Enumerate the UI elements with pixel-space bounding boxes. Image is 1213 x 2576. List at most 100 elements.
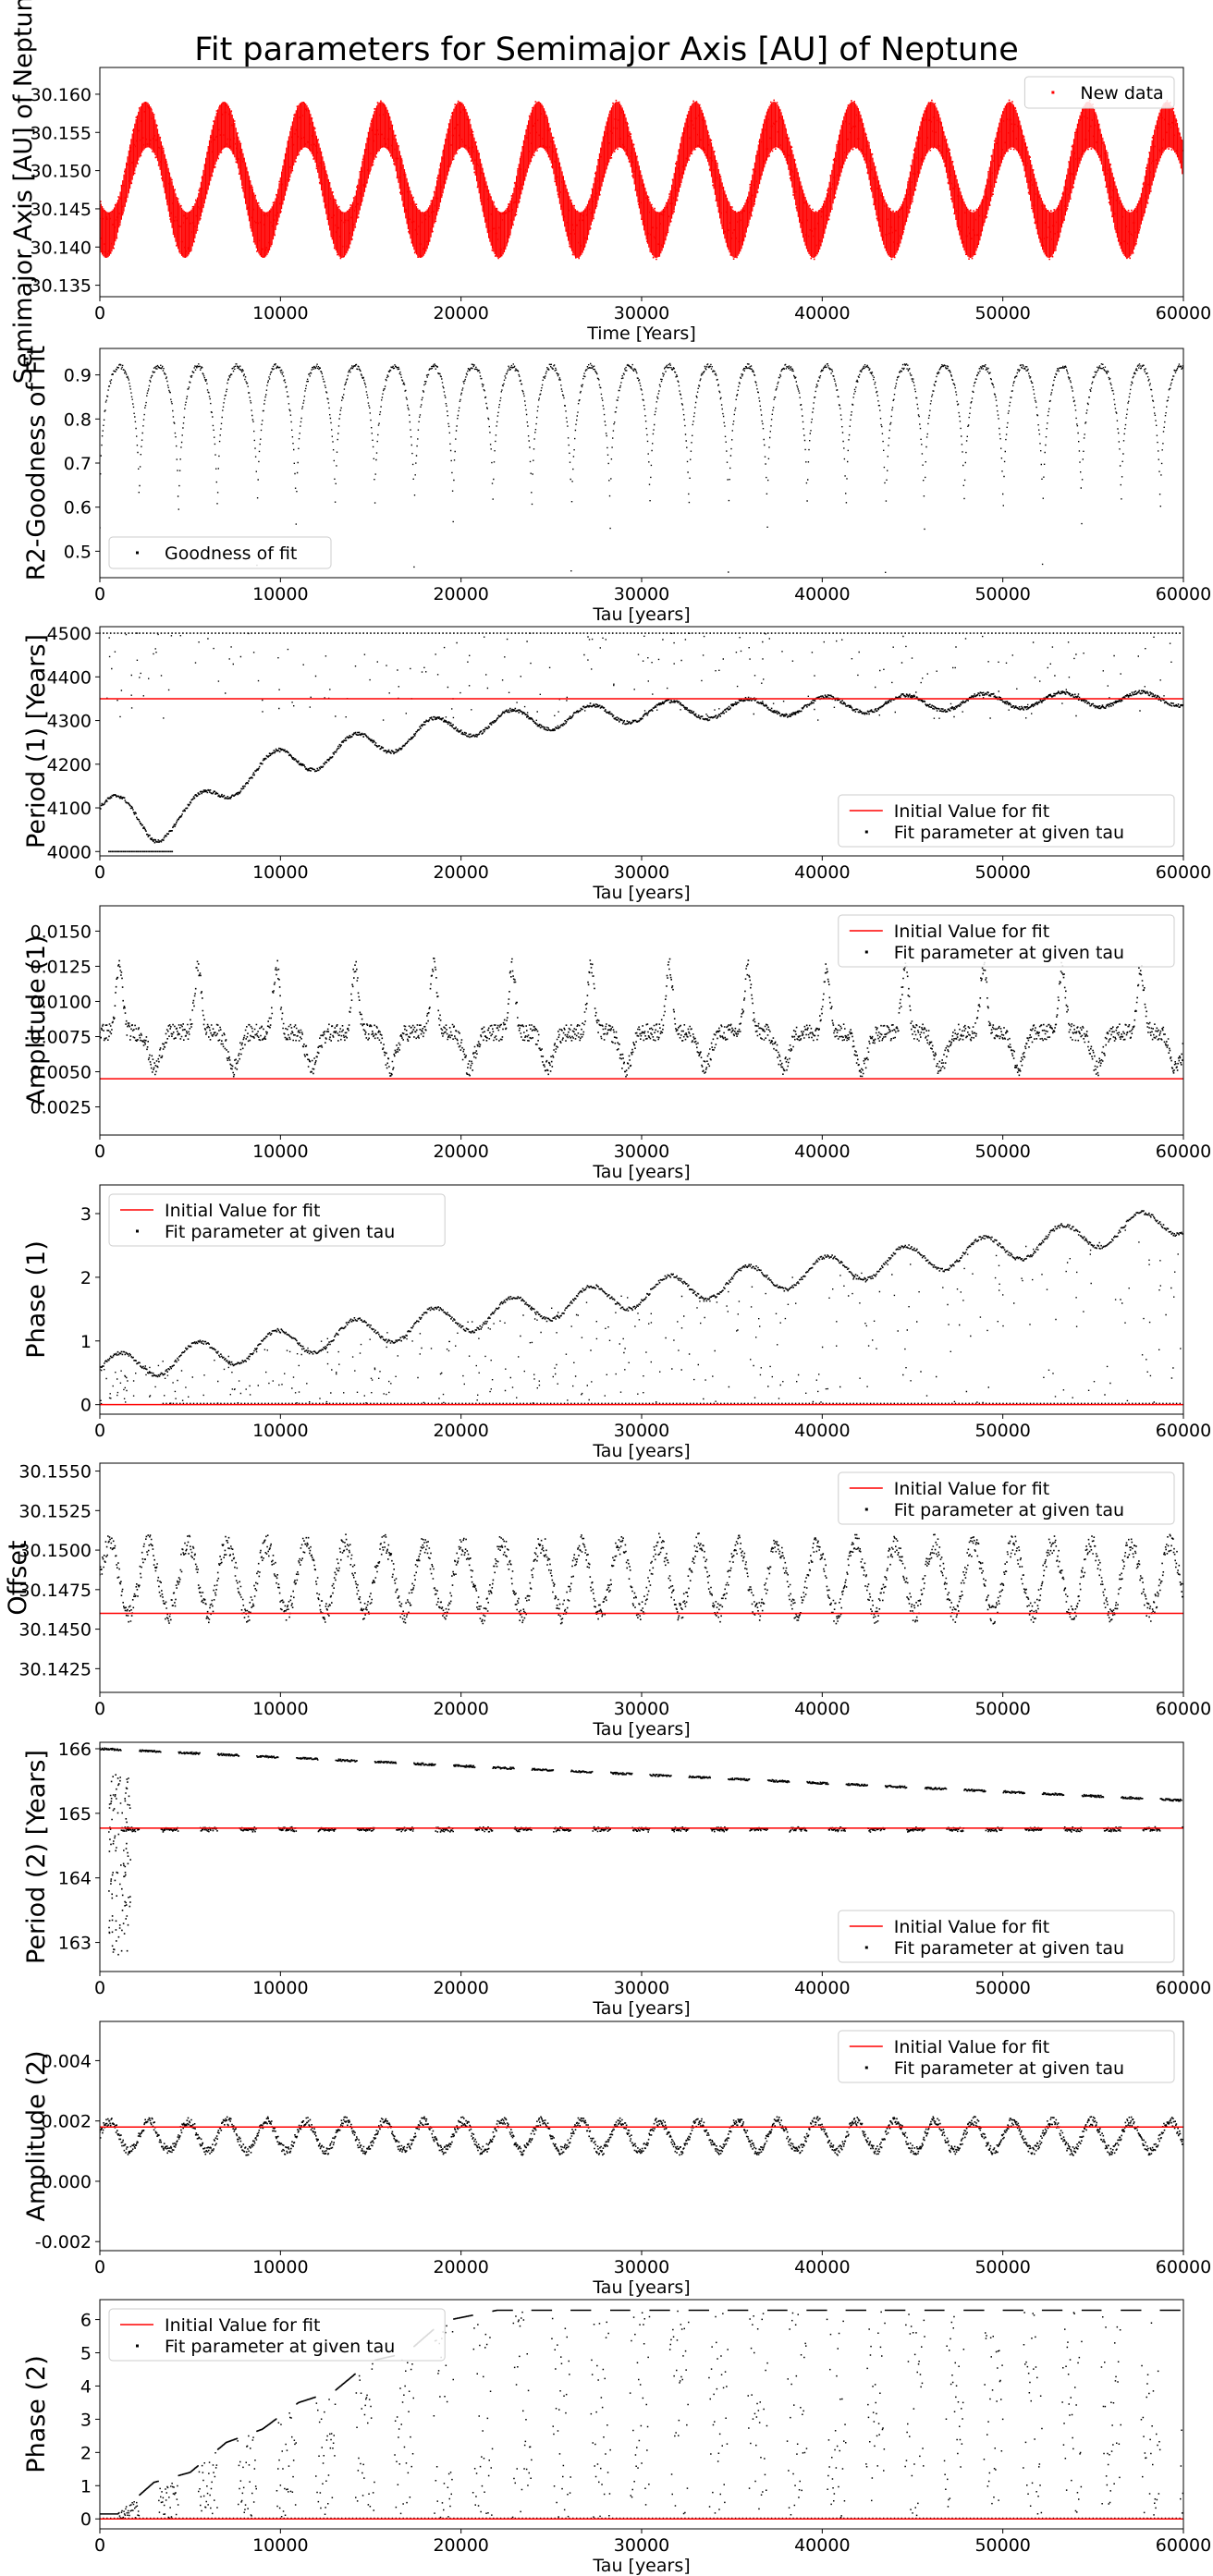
- panel-semimajor: 0 10000 20000 30000 40000 50000 60000 30.135 30.…: [9, 0, 1211, 384]
- legend-label: Initial Value for fit: [894, 1479, 1049, 1499]
- x-tick-label: 10000: [252, 1421, 308, 1441]
- plot-area-amplitude1: [100, 958, 1183, 1080]
- x-tick-label: 50000: [974, 1699, 1030, 1719]
- legend-semimajor: New data: [1023, 76, 1175, 109]
- y-tick-label: 30.135: [31, 276, 92, 297]
- legend-dot-marker: [864, 830, 868, 834]
- y-tick-label: 3: [80, 1204, 92, 1225]
- x-tick-label: 50000: [974, 2535, 1030, 2556]
- y-tick-label: 6: [80, 2311, 92, 2331]
- y-tick-label: -0.002: [35, 2232, 92, 2252]
- y-tick-label: 30.1475: [18, 1581, 92, 1601]
- x-tick-label: 20000: [433, 303, 488, 324]
- y-axis-label: Period (1) [Years]: [22, 634, 51, 848]
- panel-phase1: 0 10000 20000 30000 40000 50000 60000 0 1 2 3 Tau […: [22, 1184, 1211, 1461]
- x-tick-label: 10000: [252, 1978, 308, 1998]
- y-tick-label: 30.1525: [18, 1501, 92, 1521]
- y-tick-label: 0: [80, 1396, 92, 1416]
- y-tick-label: 0.0025: [31, 1098, 92, 1118]
- x-tick-label: 40000: [794, 584, 850, 604]
- legend-label: Fit parameter at given tau: [894, 1938, 1124, 1959]
- legend-box: [838, 1910, 1175, 1963]
- legend-box: [838, 914, 1175, 968]
- x-tick-label: 40000: [794, 2257, 850, 2277]
- x-tick-label: 0: [94, 862, 105, 883]
- x-tick-label: 20000: [433, 2535, 488, 2556]
- x-tick-label: 20000: [433, 584, 488, 604]
- y-tick-label: 163: [58, 1934, 92, 1954]
- x-tick-label: 60000: [1156, 1978, 1211, 1998]
- legend-dot-marker: [136, 2344, 139, 2348]
- plot-area-period1: [100, 632, 1183, 853]
- x-axis-label: Tau [years]: [592, 1441, 690, 1461]
- x-tick-label: 20000: [433, 1141, 488, 1162]
- x-tick-label: 40000: [794, 1141, 850, 1162]
- legend-label: Initial Value for fit: [894, 1917, 1049, 1937]
- figure-title: Fit parameters for Semimajor Axis [AU] o…: [194, 31, 1019, 68]
- y-tick-label: 0.5: [64, 542, 92, 562]
- y-tick-label: 2: [80, 1268, 92, 1288]
- panel-amplitude2: 0 10000 20000 30000 40000 50000 60000 -0.002 0.0…: [22, 2021, 1211, 2298]
- x-tick-label: 10000: [252, 303, 308, 324]
- x-tick-label: 0: [94, 1978, 105, 1998]
- y-tick-label: 0.0075: [31, 1027, 92, 1047]
- x-tick-label: 60000: [1156, 2535, 1211, 2556]
- y-tick-label: 30.1500: [18, 1541, 92, 1561]
- series-points-amplitude1: [100, 958, 1183, 1078]
- x-tick-label: 20000: [433, 862, 488, 883]
- x-axis-label: Tau [years]: [592, 1162, 690, 1182]
- y-tick-label: 30.1550: [18, 1462, 92, 1483]
- y-tick-label: 30.140: [31, 238, 92, 258]
- x-tick-label: 0: [94, 584, 105, 604]
- legend-box: [838, 2030, 1175, 2083]
- legend-label: Fit parameter at given tau: [894, 943, 1124, 963]
- y-tick-label: 0.0150: [31, 922, 92, 942]
- y-tick-label: 166: [58, 1740, 92, 1760]
- x-tick-label: 40000: [794, 1421, 850, 1441]
- y-axis-label: Phase (1): [22, 1240, 51, 1358]
- x-tick-label: 10000: [252, 862, 308, 883]
- x-tick-label: 50000: [974, 862, 1030, 883]
- series-new-data-strokes: [100, 102, 1183, 258]
- y-axis-label: Period (2) [Years]: [22, 1750, 51, 1964]
- y-axis-label: Amplitude (1): [22, 934, 51, 1105]
- y-tick-label: 0.8: [64, 409, 92, 430]
- series-points-amplitude2: [100, 2116, 1183, 2156]
- y-tick-label: 4000: [47, 842, 92, 862]
- y-tick-label: 1: [80, 1332, 92, 1352]
- x-axis-label: Tau [years]: [592, 883, 690, 903]
- y-tick-label: 164: [58, 1869, 92, 1889]
- x-tick-label: 40000: [794, 2535, 850, 2556]
- x-tick-label: 60000: [1156, 584, 1211, 604]
- legend-dot-marker: [136, 551, 139, 555]
- legend-label: Initial Value for fit: [894, 801, 1049, 822]
- legend-label: Fit parameter at given tau: [165, 2337, 395, 2357]
- x-tick-label: 10000: [252, 1141, 308, 1162]
- legend-box: [108, 1193, 446, 1247]
- panel-offset: 0 10000 20000 30000 40000 50000 60000 30.1425 30…: [4, 1462, 1211, 1740]
- x-tick-label: 60000: [1156, 303, 1211, 324]
- y-tick-label: 4200: [47, 755, 92, 775]
- x-tick-label: 50000: [974, 2257, 1030, 2277]
- series-points-offset: [100, 1532, 1183, 1625]
- y-tick-label: 2: [80, 2443, 92, 2463]
- x-tick-label: 60000: [1156, 1699, 1211, 1719]
- legend-dot-marker: [864, 950, 868, 954]
- panel-r2: 0 10000 20000 30000 40000 50000 60000 0.5 0.6 0.7…: [22, 346, 1211, 625]
- x-tick-label: 0: [94, 2535, 105, 2556]
- x-tick-label: 30000: [614, 2257, 669, 2277]
- legend-box: [1023, 76, 1175, 109]
- x-tick-label: 50000: [974, 1421, 1030, 1441]
- panel-amplitude1: 0 10000 20000 30000 40000 50000 60000 0.0025 0.0…: [22, 905, 1211, 1182]
- x-tick-label: 0: [94, 303, 105, 324]
- x-tick-label: 40000: [794, 1699, 850, 1719]
- legend-label: Initial Value for fit: [894, 922, 1049, 942]
- plot-area-amplitude2: [100, 2116, 1183, 2156]
- legend-label: Initial Value for fit: [165, 2315, 320, 2336]
- x-axis-label: Time [Years]: [586, 324, 696, 344]
